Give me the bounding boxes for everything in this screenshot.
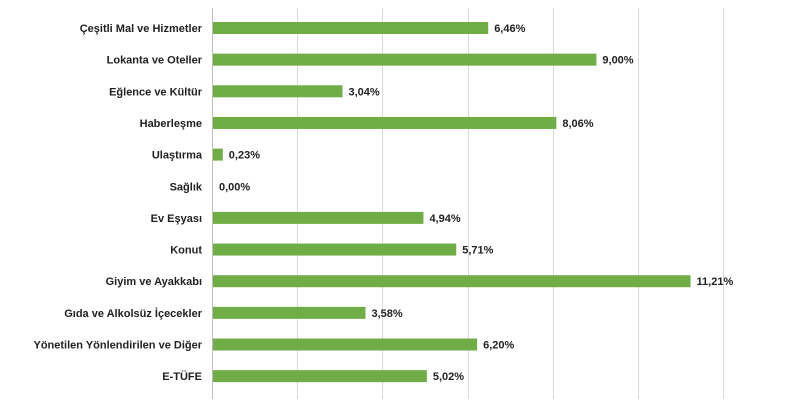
category-label: Haberleşme [140,118,202,130]
data-label: 8,06% [562,118,593,130]
data-label: 3,58% [372,308,403,320]
category-label: Ev Eşyası [151,213,202,225]
category-label: Konut [170,245,202,257]
gridlines [212,8,724,399]
data-label: 0,00% [219,181,250,193]
value-labels: 6,46% 9,00% 3,04% 8,06% 0,23% 0,00% 4,94% 5,71%… [219,23,733,383]
bar [213,148,223,161]
bar [213,116,557,129]
data-label: 9,00% [602,55,633,67]
category-label: Lokanta ve Oteller [107,55,203,67]
bar [213,338,478,351]
data-label: 6,46% [494,23,525,35]
data-label: 5,71% [462,245,493,257]
data-label: 6,20% [483,340,514,352]
category-label: Giyim ve Ayakkabı [106,276,202,288]
category-label: Gıda ve Alkolsüz İçecekler [64,307,202,320]
data-label: 5,02% [433,371,464,383]
bar [213,306,366,319]
category-label: Eğlence ve Kültür [109,86,203,98]
category-label: Çeşitli Mal ve Hizmetler [80,23,203,35]
category-labels: Çeşitli Mal ve Hizmetler Lokanta ve Otell… [33,23,202,383]
bar [213,243,457,256]
category-label: Yönetilen Yönlendirilen ve Diğer [33,340,202,352]
bar [213,22,489,34]
bar [213,275,691,288]
bar [213,370,427,383]
bar [213,53,597,66]
bars [213,22,691,383]
bar [213,211,424,224]
bar [213,85,343,98]
data-label: 4,94% [429,213,460,225]
data-label: 0,23% [229,150,260,162]
category-label: E-TÜFE [162,370,202,383]
data-label: 11,21% [697,276,734,288]
data-label: 3,04% [349,86,380,98]
category-label: Ulaştırma [152,150,203,162]
category-label: Sağlık [170,181,203,193]
